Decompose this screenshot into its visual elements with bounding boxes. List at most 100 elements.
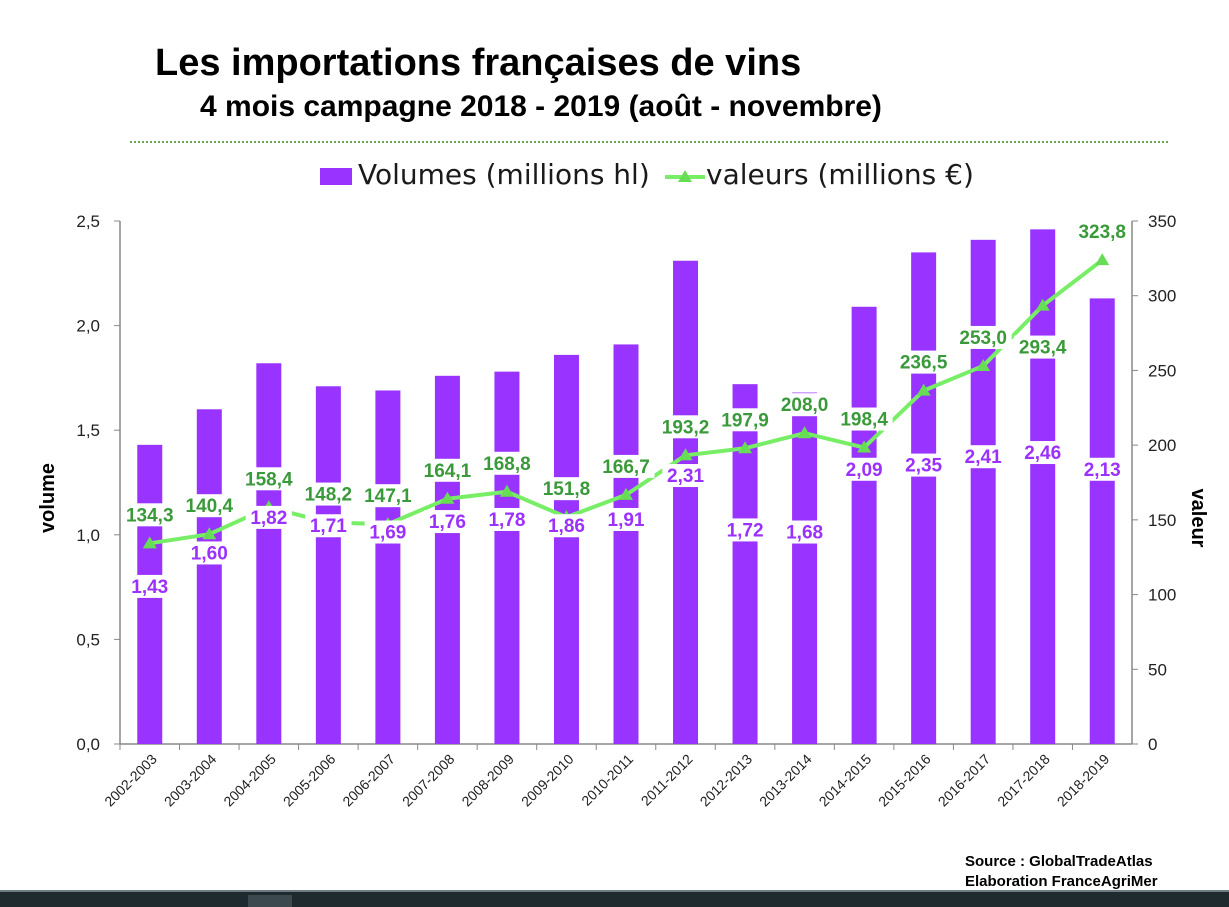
x-tick-label: 2002-2003 xyxy=(101,751,160,810)
y-tick-label: 0,5 xyxy=(76,630,100,649)
line-data-label: 147,1 xyxy=(364,486,412,507)
bar-data-label-bg xyxy=(483,507,531,531)
line-point-triangle xyxy=(202,527,217,540)
bar-data-label: 1,91 xyxy=(608,510,645,531)
bar-data-label-bg xyxy=(840,457,888,481)
bar-data-label: 1,43 xyxy=(131,577,168,598)
x-tick-label: 2005-2006 xyxy=(280,751,339,810)
line-point-triangle xyxy=(619,487,633,500)
bar-data-label-bg xyxy=(900,453,947,477)
chart-subtitle: 4 mois campagne 2018 - 2019 (août - nove… xyxy=(200,90,882,123)
bar-volume xyxy=(1089,298,1115,744)
line-data-label-bg xyxy=(776,393,834,417)
bar-volume xyxy=(970,239,996,744)
x-tick-label: 2015-2016 xyxy=(875,751,934,810)
bar-data-label-bg xyxy=(721,518,769,542)
line-point-triangle xyxy=(916,383,931,396)
combo-chart: 0,0 0,5 1,0 1,5 2,0 2,5 0 50 100 150 200 250 300 350 v… xyxy=(37,212,1209,810)
bar-volume xyxy=(911,252,937,744)
bar-data-label-bg xyxy=(959,445,1007,469)
legend-triangle-icon xyxy=(678,170,692,182)
line-point-triangle xyxy=(1035,298,1050,311)
y2-tick-label: 0 xyxy=(1148,735,1157,754)
x-tick-label: 2007-2008 xyxy=(399,751,458,810)
line-data-label: 236,5 xyxy=(900,353,948,374)
line-data-label-bg xyxy=(359,484,417,508)
bar-data-label: 1,72 xyxy=(727,520,764,541)
y2-tick-label: 200 xyxy=(1148,436,1176,455)
y2-tick-label: 50 xyxy=(1148,660,1167,679)
line-point-triangle xyxy=(678,448,693,461)
bar-volume xyxy=(375,390,401,744)
bar-data-label: 1,78 xyxy=(488,510,525,531)
x-tick-label: 2009-2010 xyxy=(518,751,577,810)
source-line-2: Elaboration FranceAgriMer xyxy=(965,873,1158,890)
line-data-label-bg xyxy=(835,407,893,431)
bar-volume xyxy=(851,306,877,744)
bar-data-label-bg xyxy=(305,514,352,538)
bar-data-label: 2,41 xyxy=(965,447,1002,468)
line-data-label-bg xyxy=(1073,220,1131,244)
line-data-label-bg xyxy=(180,494,238,518)
bar-data-label-bg xyxy=(245,505,293,529)
x-tick-label: 2018-2019 xyxy=(1054,751,1113,810)
bar-volume xyxy=(434,375,460,744)
line-point-triangle xyxy=(440,491,455,504)
y-tick-label: 1,0 xyxy=(76,526,100,545)
bar-data-label-bg xyxy=(364,520,412,544)
line-data-label-bg xyxy=(537,477,595,501)
legend-line-label: valeurs (millions €) xyxy=(706,158,974,191)
bar-volume xyxy=(315,386,341,744)
line-point-triangle xyxy=(738,441,753,454)
line-data-label: 208,0 xyxy=(781,395,829,416)
x-tick-label: 2010-2011 xyxy=(578,751,636,809)
line-data-label-bg xyxy=(597,454,655,478)
line-data-label-bg xyxy=(716,408,774,432)
line-data-label-bg xyxy=(418,458,476,482)
chart-title: Les importations françaises de vins xyxy=(155,42,802,84)
line-data-label: 151,8 xyxy=(543,479,591,500)
bar-volume xyxy=(196,409,222,744)
line-data-label-bg xyxy=(121,503,179,527)
line-point-triangle xyxy=(857,440,872,453)
line-data-label-bg xyxy=(478,451,536,475)
bar-data-label: 1,71 xyxy=(310,516,347,537)
bar-volume xyxy=(673,260,699,744)
y-tick-label: 1,5 xyxy=(76,421,100,440)
bar-data-label-bg xyxy=(1079,457,1126,481)
bar-data-label-bg xyxy=(543,514,590,538)
line-data-label: 148,2 xyxy=(305,485,353,506)
x-tick-label: 2003-2004 xyxy=(161,751,220,810)
bar-data-label: 1,60 xyxy=(191,543,228,564)
line-data-label-bg xyxy=(657,415,715,439)
y2-tick-label: 350 xyxy=(1148,212,1176,231)
line-data-label: 140,4 xyxy=(186,496,234,517)
x-tick-label: 2017-2018 xyxy=(994,751,1053,810)
x-tick-label: 2004-2005 xyxy=(220,751,279,810)
line-data-label-bg xyxy=(240,467,298,491)
bar-volume xyxy=(553,354,579,744)
x-tick-label: 2016-2017 xyxy=(935,751,994,810)
y-tick-label: 2,0 xyxy=(76,317,100,336)
y-axis-title: volume xyxy=(37,463,59,533)
bar-data-label-bg xyxy=(126,574,173,598)
line-data-label: 293,4 xyxy=(1019,338,1067,359)
bar-data-label: 2,46 xyxy=(1024,443,1061,464)
x-tick-label: 2006-2007 xyxy=(339,751,398,810)
y2-tick-label: 150 xyxy=(1148,511,1176,530)
bar-data-label: 1,69 xyxy=(369,523,406,544)
legend-bar-swatch xyxy=(320,168,352,185)
line-point-triangle xyxy=(976,358,991,371)
legend-line-swatch xyxy=(665,170,705,182)
line-data-label: 134,3 xyxy=(126,505,174,526)
taskbar-app-icon[interactable] xyxy=(248,895,292,907)
x-tick-label: 2008-2009 xyxy=(458,751,517,810)
taskbar xyxy=(0,890,1229,907)
x-tick-label: 2012-2013 xyxy=(697,751,756,810)
line-data-label-bg xyxy=(895,350,953,374)
title-divider xyxy=(130,141,1168,143)
x-tick-label: 2011-2012 xyxy=(638,751,696,809)
bar-data-label: 2,13 xyxy=(1084,460,1121,481)
bar-data-label: 2,35 xyxy=(905,456,942,477)
line-point-triangle xyxy=(499,484,514,497)
